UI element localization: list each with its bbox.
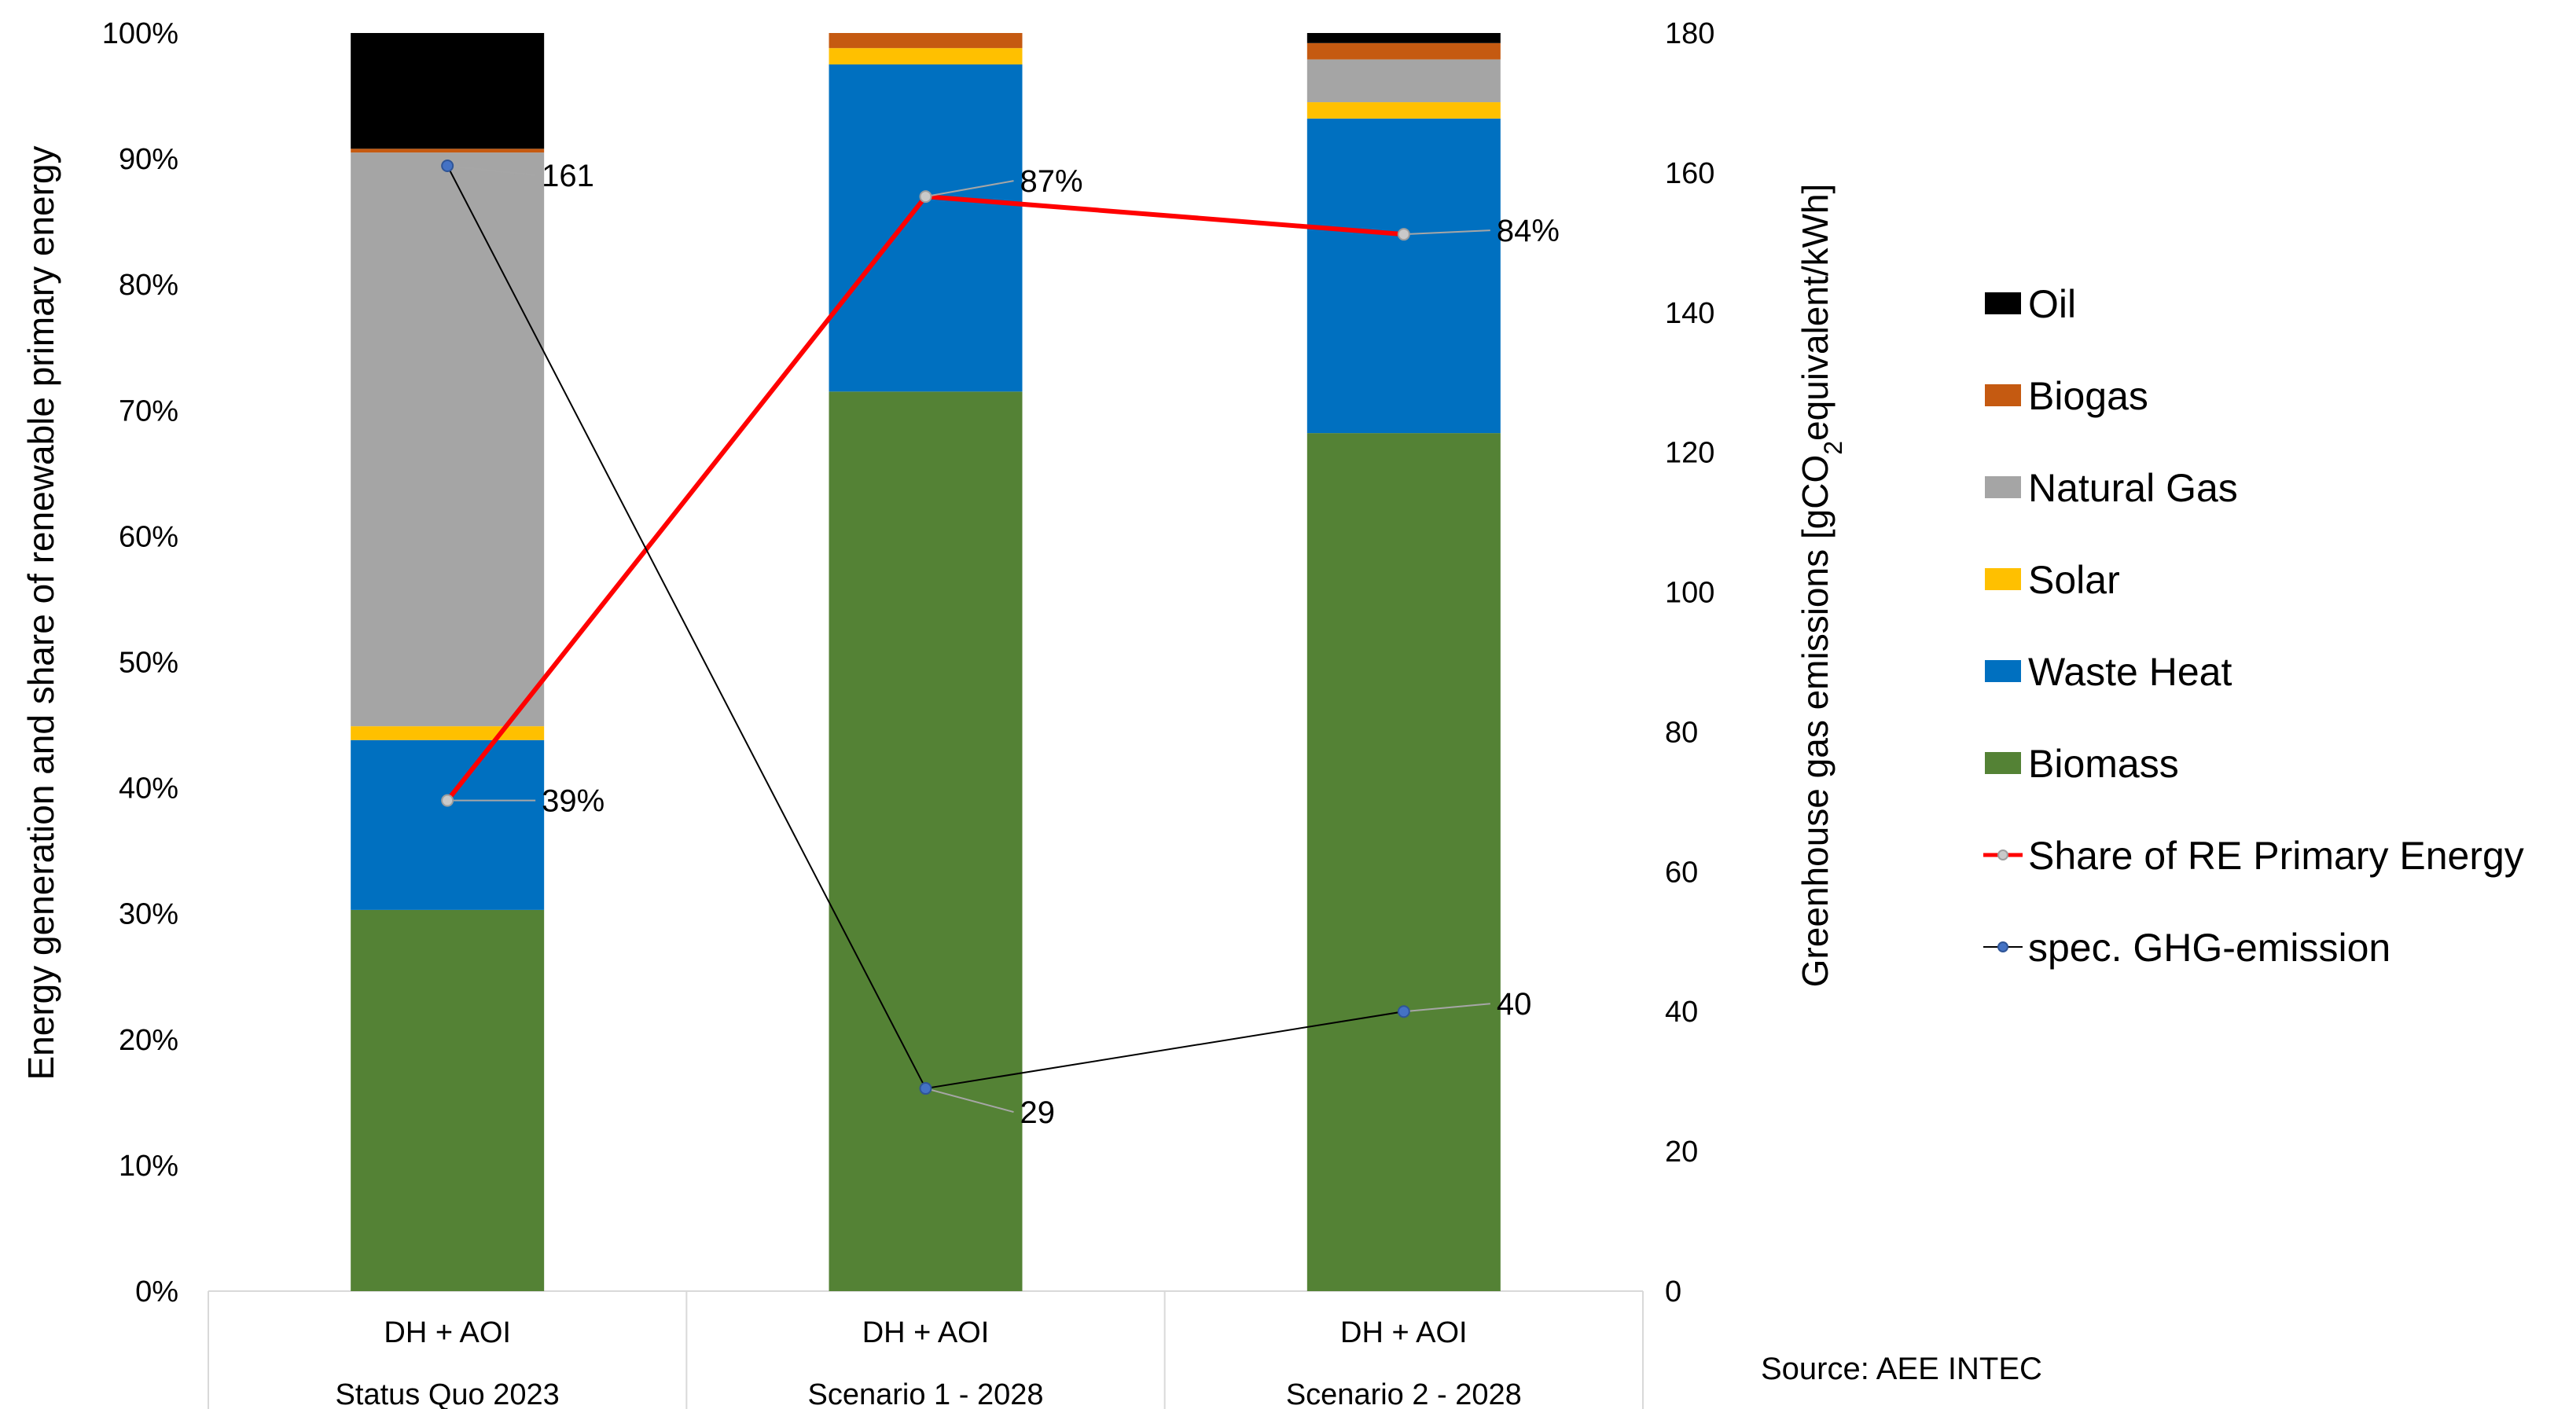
left-tick-label: 50%	[119, 647, 178, 680]
legend-swatch-biogas	[1985, 384, 2021, 406]
bar-biogas	[829, 33, 1023, 49]
left-tick-label: 90%	[119, 143, 178, 176]
left-tick-label: 60%	[119, 520, 178, 553]
bar-waste-heat	[351, 739, 545, 910]
right-tick-label: 140	[1665, 297, 1714, 330]
marker-spec-ghg-emission	[919, 1082, 932, 1095]
line-series: 39% 87% 84% 161 29 40	[441, 159, 1560, 1130]
legend-swatch-waste-heat	[1985, 660, 2021, 682]
left-tick-label: 30%	[119, 898, 178, 931]
category-label-top: DH + AOI	[1340, 1316, 1468, 1349]
right-tick-label: 0	[1665, 1275, 1681, 1308]
legend: Oil Biogas Natural Gas Solar Waste Heat Bioma…	[1983, 282, 2524, 970]
leader-line	[1403, 1003, 1490, 1013]
marker-spec-ghg-emission	[1397, 1005, 1410, 1018]
right-tick-label: 160	[1665, 157, 1714, 190]
bar-biomass	[351, 909, 545, 1291]
legend-label-natural-gas: Natural Gas	[2028, 466, 2238, 510]
right-axis-title: Greenhouse gas emissions [gCO2equivalent…	[1795, 184, 1847, 988]
left-tick-label: 40%	[119, 772, 178, 805]
left-tick-label: 10%	[119, 1150, 178, 1183]
stacked-bars	[351, 33, 1501, 1292]
right-tick-label: 120	[1665, 437, 1714, 470]
data-label-spec-ghg-emission: 40	[1497, 987, 1532, 1022]
left-tick-label: 70%	[119, 394, 178, 427]
bar-biogas	[1306, 42, 1501, 60]
right-tick-label: 60	[1665, 856, 1698, 889]
right-tick-label: 40	[1665, 996, 1698, 1029]
bar-natural-gas	[1306, 59, 1501, 103]
legend-swatch-solar	[1985, 568, 2021, 590]
legend-label-waste-heat: Waste Heat	[2028, 650, 2232, 694]
left-tick-label: 100%	[102, 17, 178, 50]
bar-biogas	[351, 149, 545, 153]
leader-line	[1403, 229, 1490, 236]
marker-share-of-re-primary-energy	[1397, 228, 1410, 241]
left-tick-label: 20%	[119, 1024, 178, 1057]
right-axis-ticks: 0 20 40 60 80 100 120 140 160 180	[1665, 17, 1714, 1308]
right-tick-label: 80	[1665, 716, 1698, 749]
category-label-bottom: Status Quo 2023	[336, 1378, 560, 1409]
legend-marker-spec-ghg-emission	[1997, 941, 2008, 952]
legend-swatch-biomass	[1985, 752, 2021, 774]
marker-spec-ghg-emission	[441, 159, 454, 172]
leader-line	[447, 165, 536, 176]
legend-swatch-natural-gas	[1985, 476, 2021, 498]
right-axis-title-main: Greenhouse gas emissions [gCO	[1795, 455, 1836, 988]
bar-oil	[351, 33, 545, 149]
source-note: Source: AEE INTEC	[1761, 1352, 2042, 1386]
legend-label-solar: Solar	[2028, 558, 2120, 602]
legend-label-share-of-re-primary-energy: Share of RE Primary Energy	[2028, 834, 2524, 878]
left-tick-label: 80%	[119, 269, 178, 302]
right-tick-label: 180	[1665, 17, 1714, 50]
category-label-top: DH + AOI	[384, 1316, 511, 1349]
data-label-share-of-re-primary-energy: 84%	[1497, 214, 1560, 248]
legend-label-biomass: Biomass	[2028, 742, 2179, 786]
left-axis-title: Energy generation and share of renewable…	[20, 145, 61, 1080]
right-axis-title-subscript: 2	[1819, 441, 1847, 455]
category-label-bottom: Scenario 2 - 2028	[1286, 1378, 1522, 1409]
category-label-top: DH + AOI	[862, 1316, 990, 1349]
category-label-bottom: Scenario 1 - 2028	[808, 1378, 1044, 1409]
legend-swatch-oil	[1985, 292, 2021, 314]
legend-label-biogas: Biogas	[2028, 374, 2148, 418]
left-axis-ticks: 0% 10% 20% 30% 40% 50% 60% 70% 80% 90% 100%	[102, 17, 178, 1308]
bar-biomass	[829, 391, 1023, 1291]
bar-natural-gas	[351, 152, 545, 727]
bar-biomass	[1306, 433, 1501, 1292]
leader-line	[925, 1088, 1014, 1114]
data-label-share-of-re-primary-energy: 87%	[1020, 164, 1083, 199]
leader-line	[925, 180, 1014, 198]
right-axis-title-end: equivalent/kWh]	[1795, 184, 1836, 441]
right-tick-label: 100	[1665, 577, 1714, 610]
bar-waste-heat	[829, 64, 1023, 392]
bar-solar	[1306, 102, 1501, 119]
marker-share-of-re-primary-energy	[919, 190, 932, 204]
left-tick-label: 0%	[135, 1275, 178, 1308]
legend-marker-share-of-re-primary-energy	[1997, 849, 2008, 860]
bar-oil	[1306, 33, 1501, 43]
legend-label-oil: Oil	[2028, 282, 2076, 326]
bar-solar	[351, 726, 545, 740]
category-axis-labels: DH + AOI Status Quo 2023 DH + AOI Scenario …	[336, 1316, 1522, 1409]
bar-solar	[829, 48, 1023, 65]
data-label-spec-ghg-emission: 161	[542, 159, 594, 193]
marker-share-of-re-primary-energy	[441, 794, 454, 807]
bar-waste-heat	[1306, 118, 1501, 434]
data-label-share-of-re-primary-energy: 39%	[542, 784, 604, 819]
legend-label-spec-ghg-emission: spec. GHG-emission	[2028, 926, 2390, 970]
data-label-spec-ghg-emission: 29	[1020, 1095, 1056, 1130]
right-tick-label: 20	[1665, 1136, 1698, 1169]
